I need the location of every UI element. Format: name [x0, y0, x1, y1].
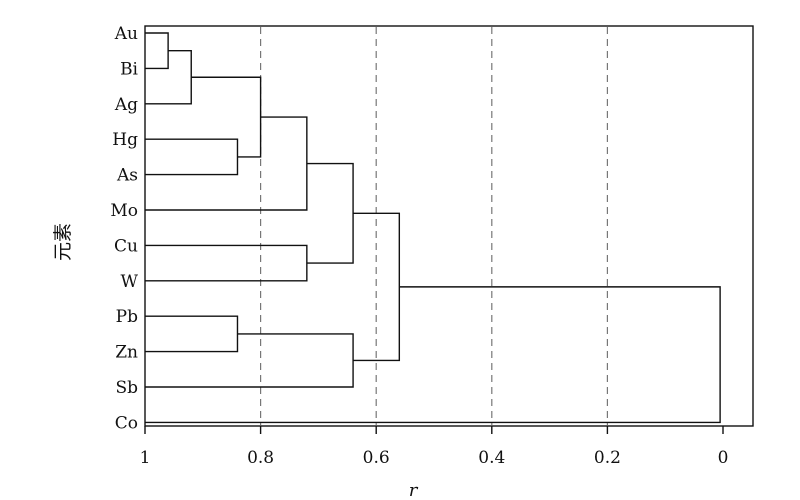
merge-cu-w — [145, 244, 308, 282]
merge-au-bi-ag-hg-as — [191, 76, 262, 158]
merge-au-bi — [145, 32, 169, 70]
y-axis-title: 元素 — [52, 223, 74, 261]
branch-layer — [145, 32, 721, 424]
merge-au-bi-ag-hg-as-mo-cu-w-pb-zn-sb-co — [145, 286, 721, 424]
leaf-labels: Au Bi Ag Hg As Mo Cu W Pb Zn Sb Co — [110, 24, 138, 433]
x-axis-title: r — [409, 480, 419, 500]
leaf-label-au: Au — [114, 24, 138, 44]
leaf-label-as: As — [116, 166, 138, 186]
x-tick-label-0-2: 0.2 — [594, 448, 621, 468]
plot-frame — [144, 25, 754, 427]
merge-au-bi-ag-hg-as-mo-cu-w — [306, 162, 354, 264]
leaf-label-ag: Ag — [114, 95, 138, 115]
leaf-label-sb: Sb — [115, 378, 138, 398]
leaf-label-bi: Bi — [120, 59, 138, 79]
leaf-label-zn: Zn — [115, 343, 138, 363]
grid-layer — [260, 27, 609, 425]
x-tick-label-0-6: 0.6 — [363, 448, 390, 468]
leaf-label-w: W — [121, 272, 139, 292]
leaf-label-mo: Mo — [110, 201, 138, 221]
leaf-label-hg: Hg — [112, 130, 138, 150]
merge-hg-as — [145, 138, 239, 176]
x-axis-ticks: 1 0.8 0.6 0.4 0.2 0 — [140, 426, 729, 468]
merge-pb-zn — [145, 315, 239, 353]
merge-au-bi-ag-hg-as-mo — [145, 116, 308, 211]
leaf-label-co: Co — [115, 413, 138, 433]
x-tick-label-1: 1 — [140, 448, 151, 468]
x-tick-label-0-4: 0.4 — [478, 448, 505, 468]
merge-pb-zn-sb — [145, 333, 354, 388]
leaf-label-pb: Pb — [116, 307, 138, 327]
x-tick-label-0: 0 — [718, 448, 729, 468]
x-tick-label-0-8: 0.8 — [247, 448, 274, 468]
leaf-label-cu: Cu — [114, 236, 138, 256]
